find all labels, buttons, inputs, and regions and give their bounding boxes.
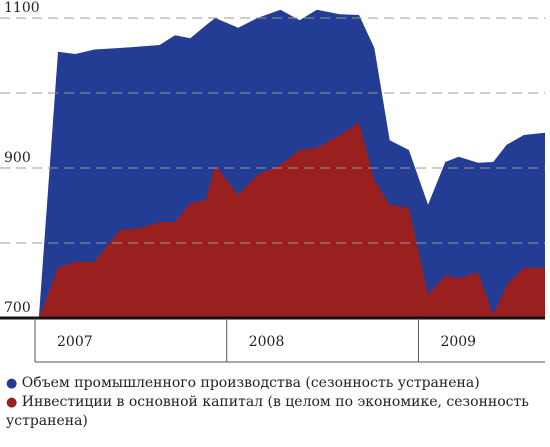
legend-marker: ● <box>6 376 18 391</box>
x-tick-label: 2008 <box>249 334 285 350</box>
y-tick-label: 1100 <box>4 0 40 16</box>
legend: ● Объем промышленного производства (сезо… <box>6 374 541 430</box>
legend-label: Инвестиции в основной капитал (в целом п… <box>6 394 529 429</box>
x-tick-label: 2007 <box>57 334 93 350</box>
legend-item: ● Инвестиции в основной капитал (в целом… <box>6 393 541 430</box>
legend-item: ● Объем промышленного производства (сезо… <box>6 374 541 393</box>
legend-marker: ● <box>6 395 18 410</box>
y-tick-label: 900 <box>4 150 31 166</box>
area <box>38 122 545 318</box>
chart: 700 900 1100 2007 2008 2009 <box>0 0 545 363</box>
x-tick-label: 2009 <box>440 334 476 350</box>
legend-label: Объем промышленного производства (сезонн… <box>21 375 480 391</box>
y-tick-label: 700 <box>4 300 31 316</box>
